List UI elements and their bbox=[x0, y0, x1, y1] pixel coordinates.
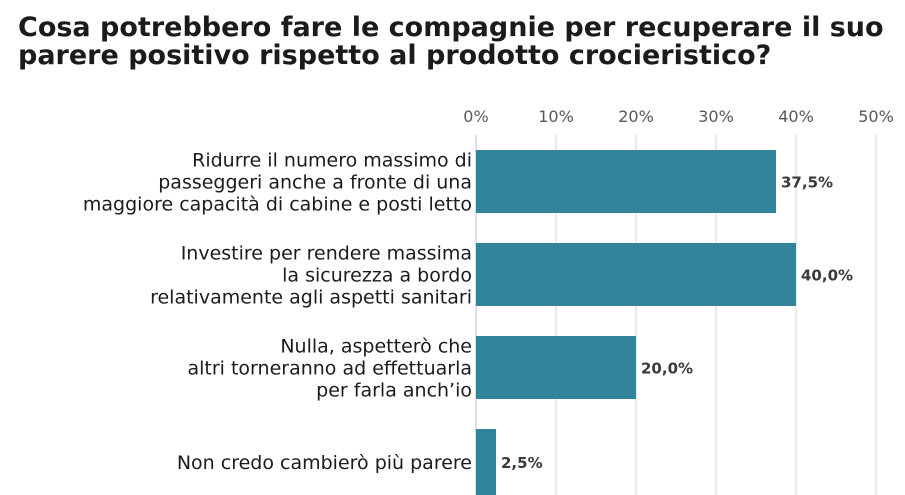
category-label-0-2: maggiore capacità di cabine e posti lett… bbox=[83, 194, 472, 216]
category-label-0-0: Ridurre il numero massimo di bbox=[192, 150, 472, 172]
chart-title-line-2: parere positivo rispetto al prodotto cro… bbox=[18, 40, 772, 71]
data-label-3: 2,5% bbox=[501, 454, 543, 472]
x-tick-label-1: 10% bbox=[538, 107, 574, 126]
chart-title: Cosa potrebbero fare le compagnie per re… bbox=[18, 14, 898, 70]
data-label-0: 37,5% bbox=[781, 174, 833, 192]
x-tick-label-2: 20% bbox=[618, 107, 654, 126]
x-tick-label-4: 40% bbox=[778, 107, 814, 126]
category-label-2-0: Nulla, aspetterò che bbox=[280, 336, 472, 358]
chart-title-line-1: Cosa potrebbero fare le compagnie per re… bbox=[18, 12, 884, 43]
bar-3 bbox=[476, 429, 496, 495]
bar-2 bbox=[476, 336, 636, 399]
category-label-1-2: relativamente agli aspetti sanitari bbox=[150, 287, 472, 309]
bar-1 bbox=[476, 243, 796, 306]
x-tick-label-5: 50% bbox=[858, 107, 894, 126]
category-label-1-1: la sicurezza a bordo bbox=[282, 265, 472, 287]
x-tick-label-0: 0% bbox=[463, 107, 488, 126]
category-label-2-1: altri torneranno ad effettuarla bbox=[187, 358, 472, 380]
category-label-0-1: passeggeri anche a fronte di una bbox=[158, 172, 472, 194]
category-label-2-2: per farla anch’io bbox=[316, 380, 472, 402]
bar-0 bbox=[476, 150, 776, 213]
x-tick-label-3: 30% bbox=[698, 107, 734, 126]
data-label-1: 40,0% bbox=[801, 267, 853, 285]
category-label-3-0: Non credo cambierò più parere bbox=[177, 452, 472, 474]
data-label-2: 20,0% bbox=[641, 360, 693, 378]
category-label-1-0: Investire per rendere massima bbox=[181, 243, 472, 265]
